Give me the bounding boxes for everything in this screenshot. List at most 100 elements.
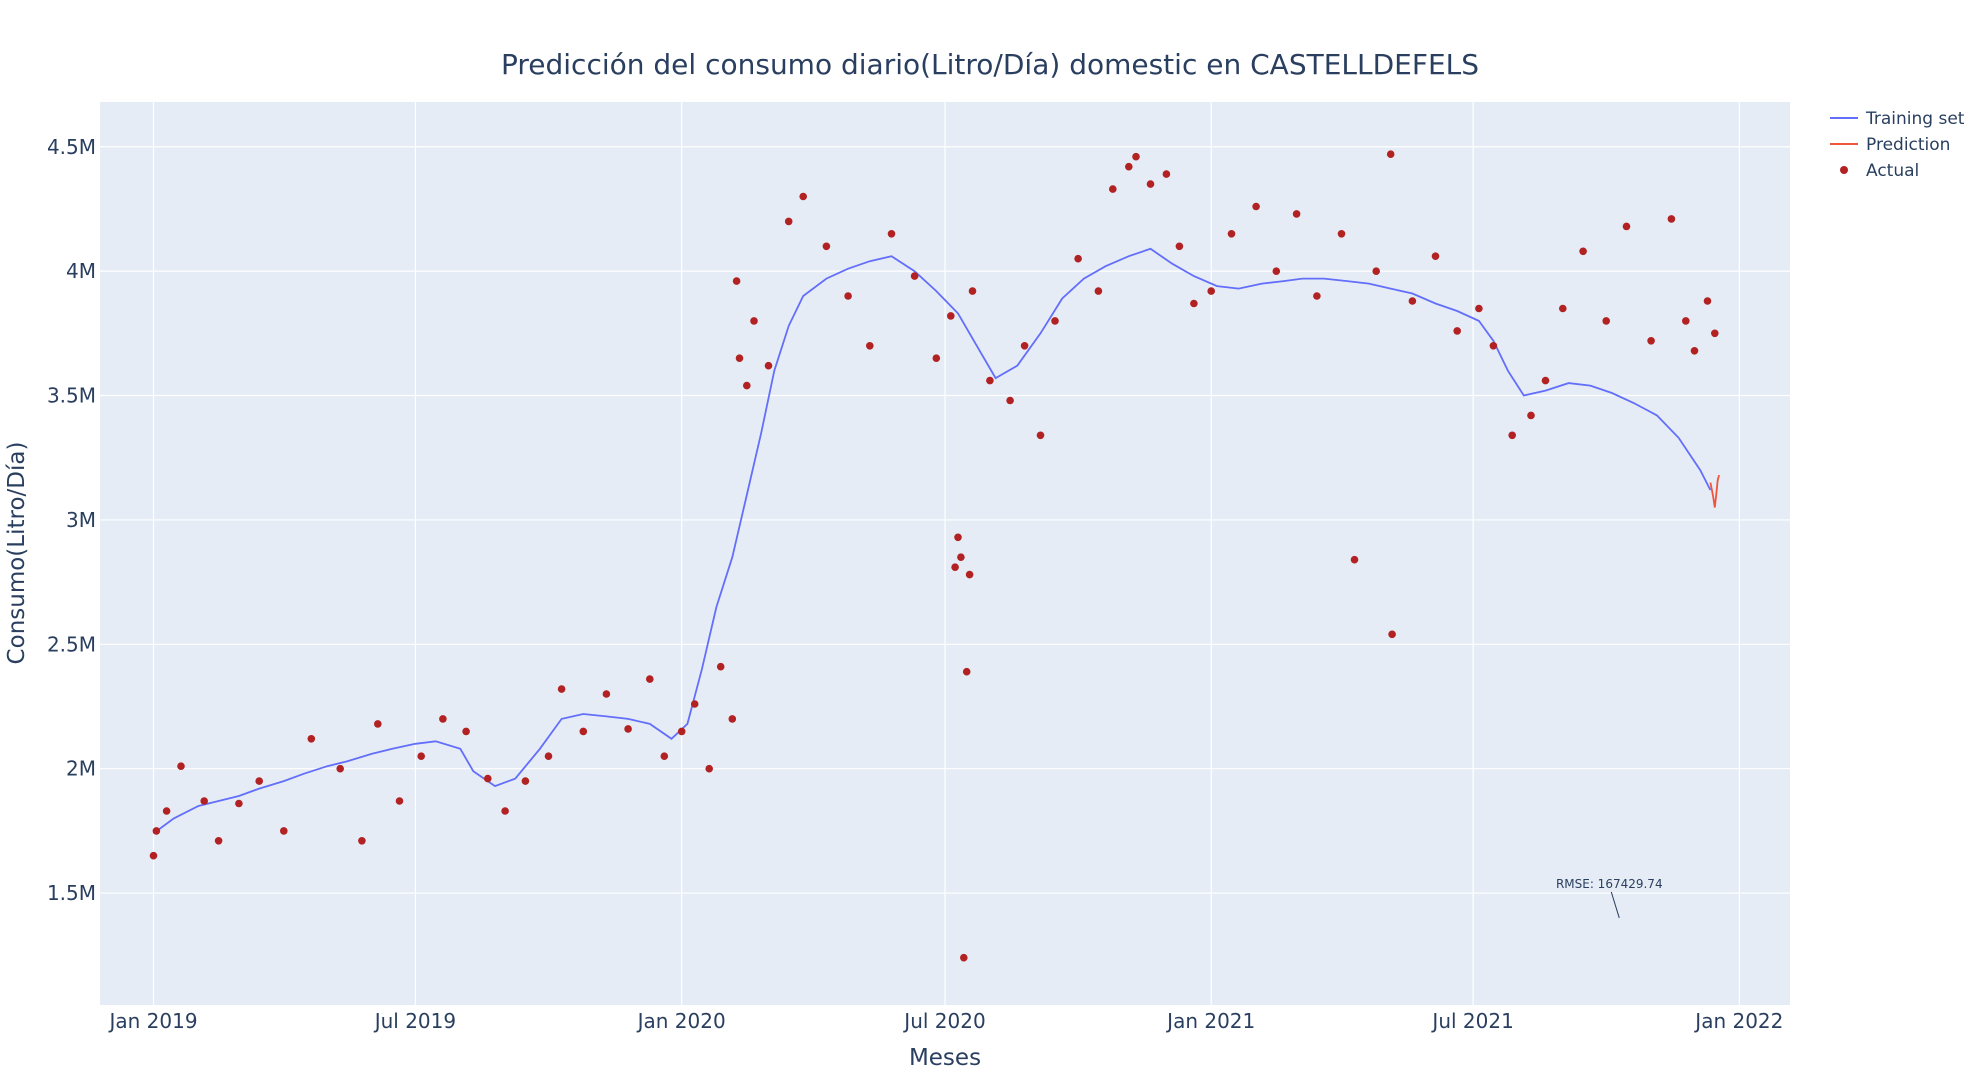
data-point-actual	[735, 354, 744, 363]
x-tick-label: Jul 2019	[373, 1009, 456, 1033]
data-point-actual	[557, 685, 566, 693]
legend-item[interactable]: Prediction	[1830, 135, 1950, 155]
data-point-actual	[307, 735, 316, 743]
x-tick-label: Jul 2021	[1430, 1009, 1513, 1033]
x-axis-title: Meses	[909, 1045, 981, 1071]
data-point-actual	[646, 675, 654, 683]
data-point-actual	[1227, 230, 1236, 238]
data-point-actual	[484, 774, 492, 783]
y-tick-label: 3M	[66, 508, 96, 532]
data-point-actual	[660, 752, 669, 760]
data-point-actual	[1489, 342, 1498, 350]
data-point-actual	[716, 662, 725, 671]
data-point-actual	[1207, 287, 1215, 295]
legend-label: Prediction	[1866, 135, 1950, 155]
data-point-actual	[743, 381, 751, 390]
data-point-actual	[1006, 396, 1014, 405]
data-point-actual	[986, 376, 994, 385]
chart-title: Predicción del consumo diario(Litro/Día)…	[501, 48, 1479, 81]
data-point-actual	[214, 837, 223, 845]
data-point-actual	[1579, 247, 1587, 256]
data-point-actual	[1175, 242, 1184, 251]
data-point-actual	[439, 715, 447, 723]
data-point-actual	[1711, 329, 1719, 338]
data-point-actual	[374, 720, 382, 728]
data-point-actual	[957, 553, 965, 561]
data-point-actual	[579, 727, 588, 736]
data-point-actual	[932, 354, 941, 363]
series-layer	[149, 150, 1720, 962]
legend-item[interactable]: Training set	[1830, 109, 1965, 129]
data-point-actual	[1541, 376, 1550, 385]
data-point-actual	[677, 727, 686, 736]
data-point-actual	[1125, 162, 1133, 171]
x-tick-label: Jan 2019	[107, 1009, 197, 1033]
data-point-actual	[951, 563, 959, 571]
data-point-actual	[1388, 630, 1396, 639]
data-point-actual	[1190, 299, 1198, 308]
data-point-actual	[822, 242, 831, 251]
data-point-actual	[887, 230, 896, 238]
data-point-actual	[968, 287, 977, 295]
data-point-actual	[521, 777, 530, 785]
grid-layer	[100, 102, 1790, 1005]
data-point-actual	[1431, 252, 1440, 260]
data-point-actual	[1622, 222, 1631, 231]
data-point-actual	[544, 752, 553, 760]
legend-swatch-marker	[1840, 166, 1848, 174]
data-point-actual	[844, 292, 852, 300]
data-point-actual	[1453, 327, 1461, 335]
y-tick-label: 2.5M	[47, 632, 96, 656]
series-line-prediction	[1709, 474, 1720, 508]
data-point-actual	[1408, 297, 1417, 305]
legend-label: Actual	[1866, 161, 1919, 181]
data-point-actual	[1667, 215, 1676, 223]
data-point-actual	[152, 827, 161, 835]
data-point-actual	[358, 837, 366, 845]
data-point-actual	[690, 700, 699, 708]
data-point-actual	[1051, 317, 1059, 325]
data-point-actual	[1252, 202, 1260, 211]
data-point-actual	[866, 342, 874, 350]
data-point-actual	[954, 533, 962, 542]
data-point-actual	[1313, 292, 1321, 300]
x-tick-label: Jan 2020	[636, 1009, 726, 1033]
data-point-actual	[149, 851, 158, 860]
data-point-actual	[1475, 304, 1483, 313]
y-tick-label: 3.5M	[47, 384, 96, 408]
data-point-actual	[750, 317, 758, 325]
data-point-actual	[947, 312, 955, 320]
x-tick-label: Jan 2022	[1693, 1009, 1783, 1033]
data-point-actual	[728, 715, 737, 723]
data-point-actual	[1272, 267, 1281, 276]
data-point-actual	[1350, 555, 1359, 564]
data-point-actual	[1162, 170, 1171, 178]
data-point-actual	[1074, 254, 1082, 263]
data-point-actual	[462, 727, 470, 736]
data-point-actual	[1132, 152, 1140, 161]
data-point-actual	[162, 807, 171, 815]
data-point-actual	[799, 192, 807, 201]
data-point-actual	[1146, 180, 1155, 188]
data-point-actual	[1703, 297, 1712, 305]
data-point-actual	[1109, 185, 1117, 193]
y-tick-label: 1.5M	[47, 881, 96, 905]
y-tick-label: 4M	[66, 259, 96, 283]
data-point-actual	[784, 217, 793, 226]
series-line-training-set	[152, 247, 1712, 835]
axis-layer: Jan 2019 Jul 2019 Jan 2020 Jul 2020 Jan 2021…	[47, 135, 1783, 1033]
legend[interactable]: Training set Prediction Actual	[1830, 109, 1965, 181]
data-point-actual	[705, 764, 713, 773]
data-point-actual	[1337, 230, 1346, 238]
data-point-actual	[1386, 150, 1395, 158]
data-point-actual	[1372, 267, 1380, 276]
data-point-actual	[910, 272, 919, 280]
legend-item[interactable]: Actual	[1840, 161, 1919, 181]
data-point-actual	[395, 797, 404, 805]
y-tick-label: 4.5M	[47, 135, 96, 159]
data-point-actual	[1690, 347, 1699, 355]
annotation-layer: RMSE: 167429.74	[1556, 877, 1663, 919]
legend-label: Training set	[1865, 109, 1965, 129]
